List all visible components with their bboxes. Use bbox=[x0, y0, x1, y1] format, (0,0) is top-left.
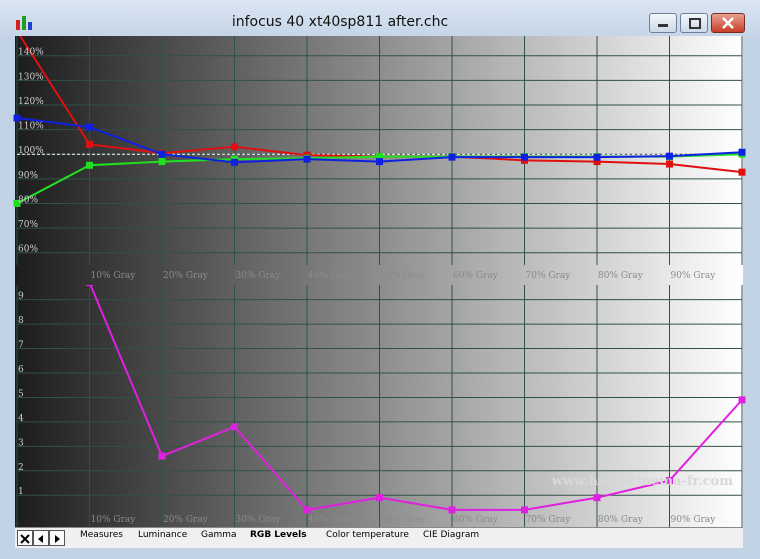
y-tick-label: 120% bbox=[18, 97, 44, 107]
y-tick-label: 100% bbox=[18, 146, 44, 156]
data-point bbox=[13, 114, 21, 122]
chart-panel bbox=[13, 28, 746, 265]
x-tick-label: 80% Gray bbox=[598, 515, 644, 525]
data-point bbox=[158, 150, 166, 158]
x-tick-label: 80% Gray bbox=[598, 271, 644, 281]
data-point bbox=[376, 153, 383, 161]
prev-tab-button[interactable] bbox=[33, 530, 49, 546]
close-button[interactable] bbox=[711, 13, 745, 33]
series-line bbox=[89, 285, 743, 511]
y-tick-label: 2 bbox=[18, 463, 24, 473]
data-point bbox=[448, 153, 456, 161]
x-tick-label: 10% Gray bbox=[91, 515, 137, 525]
x-tick-label: 10% Gray bbox=[91, 271, 137, 281]
data-point bbox=[13, 199, 21, 207]
y-tick-label: 130% bbox=[18, 72, 44, 82]
x-tick-label: 20% Gray bbox=[163, 515, 209, 525]
data-point bbox=[303, 155, 311, 163]
y-tick-label: 140% bbox=[18, 48, 44, 58]
y-tick-label: 4 bbox=[18, 414, 24, 424]
data-point bbox=[86, 285, 93, 287]
y-tick-label: 5 bbox=[18, 389, 24, 399]
data-point bbox=[231, 143, 238, 151]
y-tick-label: 1 bbox=[18, 487, 24, 497]
data-point bbox=[14, 28, 21, 35]
y-tick-label: 90% bbox=[18, 171, 38, 181]
data-point bbox=[86, 140, 93, 148]
x-tick-label: 30% Gray bbox=[236, 271, 282, 281]
tab-bar: Measures Luminance Gamma RGB Levels Color te… bbox=[15, 527, 743, 548]
x-tick-label: 20% Gray bbox=[163, 271, 209, 281]
y-tick-label: 8 bbox=[18, 316, 24, 326]
data-point bbox=[593, 494, 601, 502]
y-tick-label: 7 bbox=[18, 341, 24, 351]
x-tick-label: 70% Gray bbox=[526, 271, 572, 281]
next-tab-button[interactable] bbox=[49, 530, 65, 546]
watermark: www.homecinema-fr.com bbox=[551, 474, 733, 489]
x-tick-label: 50% Gray bbox=[381, 271, 427, 281]
y-tick-label: 70% bbox=[18, 220, 38, 230]
x-tick-label: 50% Gray bbox=[381, 515, 427, 525]
tab[interactable]: Gamma bbox=[201, 530, 237, 540]
data-point bbox=[158, 452, 166, 460]
chart-panel bbox=[16, 285, 746, 527]
data-point bbox=[376, 494, 383, 502]
data-point bbox=[231, 158, 238, 166]
y-tick-label: 60% bbox=[18, 245, 38, 255]
x-tick-label: 30% Gray bbox=[236, 515, 282, 525]
x-tick-label: 70% Gray bbox=[526, 515, 572, 525]
minimize-button[interactable] bbox=[649, 13, 677, 33]
tab[interactable]: Luminance bbox=[138, 530, 188, 540]
app-icon bbox=[16, 16, 32, 30]
tab[interactable]: Measures bbox=[80, 530, 123, 540]
y-tick-label: 110% bbox=[18, 122, 44, 132]
data-point bbox=[593, 153, 601, 161]
tab[interactable]: RGB Levels bbox=[250, 530, 307, 540]
data-point bbox=[666, 477, 673, 485]
x-tick-label: 60% Gray bbox=[453, 515, 499, 525]
data-point bbox=[593, 158, 601, 166]
maximize-button[interactable] bbox=[680, 13, 708, 33]
data-point bbox=[666, 152, 673, 160]
data-point bbox=[376, 158, 383, 166]
data-point bbox=[303, 506, 311, 514]
data-point bbox=[231, 423, 238, 431]
close-tab-button[interactable] bbox=[17, 530, 33, 546]
data-point bbox=[448, 506, 456, 514]
data-point bbox=[738, 396, 746, 404]
data-point bbox=[86, 161, 93, 169]
x-tick-label: 90% Gray bbox=[671, 271, 717, 281]
x-tick-label: 90% Gray bbox=[671, 515, 717, 525]
data-point bbox=[521, 153, 528, 161]
data-point bbox=[738, 168, 746, 176]
data-point bbox=[521, 506, 528, 514]
data-point bbox=[86, 123, 93, 131]
y-tick-label: 3 bbox=[18, 438, 24, 448]
x-tick-label: 40% Gray bbox=[308, 271, 354, 281]
x-tick-label: 60% Gray bbox=[453, 271, 499, 281]
x-tick-label: 40% Gray bbox=[308, 515, 354, 525]
y-tick-label: 9 bbox=[18, 292, 24, 302]
tab[interactable]: Color temperature bbox=[326, 530, 409, 540]
tab[interactable]: CIE Diagram bbox=[423, 530, 480, 540]
data-point bbox=[738, 148, 746, 156]
window-title: infocus 40 xt40sp811 after.chc bbox=[231, 14, 449, 30]
y-tick-label: 80% bbox=[18, 195, 38, 205]
data-point bbox=[666, 160, 673, 168]
y-tick-label: 6 bbox=[18, 365, 24, 375]
data-point bbox=[158, 158, 166, 166]
